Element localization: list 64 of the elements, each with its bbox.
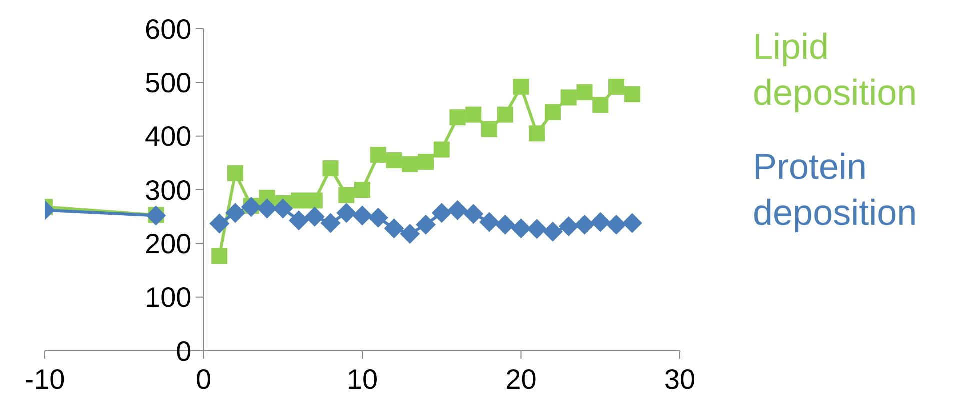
point: [450, 110, 466, 126]
point: [608, 78, 624, 95]
point: [402, 156, 418, 172]
point: [464, 204, 484, 224]
point: [560, 90, 577, 106]
point: [416, 214, 436, 235]
point: [384, 218, 404, 239]
x-tick-label: 20: [506, 364, 537, 395]
point: [352, 206, 372, 226]
y-tick-label: 200: [145, 228, 192, 260]
point: [513, 78, 530, 95]
point: [210, 214, 230, 234]
x-tick-label: 30: [664, 364, 696, 395]
x-tick-label: 10: [346, 364, 378, 395]
x-tick-label: 0: [196, 364, 212, 395]
y-tick-label: 400: [145, 121, 192, 152]
point: [448, 200, 468, 220]
y-tick-label: 100: [145, 282, 192, 314]
point: [322, 160, 339, 177]
text: Lipid deposition: [753, 25, 918, 115]
point: [434, 142, 450, 158]
y-tick-label: 300: [145, 174, 192, 206]
point: [545, 104, 561, 120]
text: Protein deposition: [753, 145, 918, 235]
point: [386, 152, 402, 168]
x-tick-label: -10: [24, 364, 66, 395]
y-tick-label: 600: [145, 14, 192, 45]
point: [527, 219, 548, 240]
point: [257, 198, 278, 219]
point: [354, 182, 370, 198]
point: [432, 203, 452, 224]
point: [480, 212, 500, 232]
point: [590, 212, 611, 232]
y-tick-label: 500: [145, 67, 192, 98]
point: [529, 126, 546, 142]
point: [543, 222, 563, 242]
point: [622, 213, 642, 234]
point: [576, 84, 593, 100]
point: [497, 106, 514, 123]
point: [400, 224, 420, 244]
point: [273, 198, 294, 219]
point: [574, 214, 595, 235]
y-tick-label: 0: [176, 336, 192, 367]
point: [291, 192, 307, 209]
point: [368, 208, 388, 228]
point: [212, 248, 228, 264]
point: [495, 214, 516, 235]
point: [592, 97, 609, 114]
point: [320, 213, 341, 234]
point: [418, 154, 434, 170]
point: [370, 147, 386, 164]
point: [482, 121, 498, 138]
point: [306, 192, 323, 209]
point: [226, 203, 246, 224]
point: [606, 214, 626, 235]
point: [336, 203, 357, 224]
point: [338, 187, 355, 204]
point: [624, 86, 640, 102]
point: [289, 210, 309, 231]
point: [228, 165, 244, 182]
point: [466, 106, 482, 123]
point: [558, 216, 579, 236]
point: [304, 206, 325, 227]
point: [511, 218, 532, 239]
